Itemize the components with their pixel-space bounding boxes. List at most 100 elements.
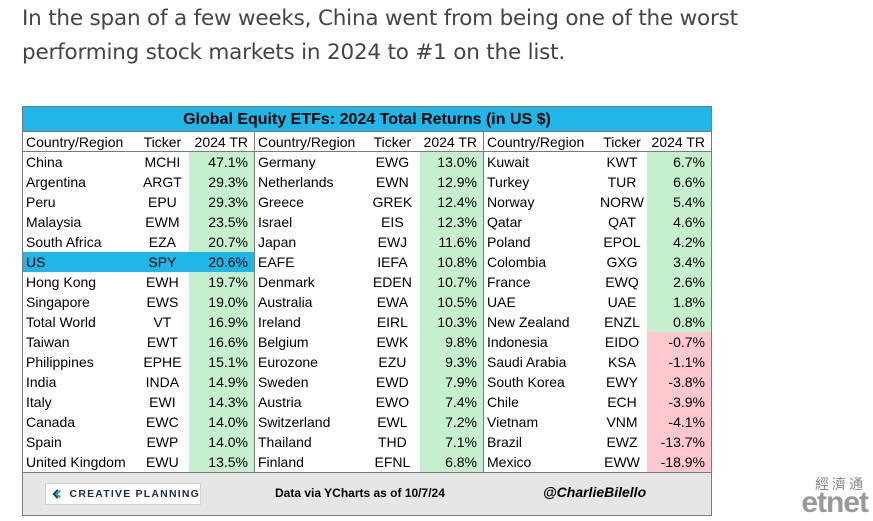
ticker-cell: EWS: [146, 294, 179, 310]
ticker-cell: EIDO: [604, 334, 640, 350]
ticker-cell: ENZL: [604, 314, 640, 330]
return-cell: 12.3%: [420, 212, 483, 232]
ticker-cell: EWP: [146, 434, 179, 450]
country-cell: Norway: [487, 194, 535, 210]
table-row: Hong Kong EWH 19.7%: [23, 272, 254, 292]
ticker-cell: EFNL: [374, 454, 411, 470]
country-cell: Peru: [26, 194, 56, 210]
return-cell: 19.7%: [189, 272, 254, 292]
return-cell: 4.6%: [647, 212, 711, 232]
return-cell: 3.4%: [647, 252, 711, 272]
ticker-cell: IEFA: [377, 254, 408, 270]
country-cell: Turkey: [487, 174, 530, 190]
table-row: India INDA 14.9%: [23, 372, 254, 392]
ticker-cell: EWZ: [606, 434, 638, 450]
table-row: Japan EWJ 11.6%: [255, 232, 483, 252]
return-cell: -3.9%: [647, 392, 711, 412]
watermark-cn: 經濟通: [815, 476, 866, 492]
country-cell: Netherlands: [258, 174, 334, 190]
ticker-cell: EWU: [146, 454, 179, 470]
ticker-cell: KWT: [606, 154, 638, 170]
return-cell: 20.7%: [189, 232, 254, 252]
country-cell: Poland: [487, 234, 531, 250]
return-cell: 20.6%: [189, 252, 254, 272]
header-ticker: Ticker: [143, 134, 182, 150]
return-cell: 2.6%: [647, 272, 711, 292]
return-cell: 9.3%: [420, 352, 483, 372]
table-row: Chile ECH -3.9%: [484, 392, 711, 412]
ticker-cell: EWA: [376, 294, 409, 310]
ticker-cell: EWL: [377, 414, 408, 430]
ticker-cell: EWI: [149, 394, 176, 410]
country-cell: South Africa: [26, 234, 102, 250]
ticker-cell: EWO: [375, 394, 410, 410]
ticker-cell: EIS: [381, 214, 404, 230]
table-row: United Kingdom EWU 13.5%: [23, 452, 254, 472]
table-row: Germany EWG 13.0%: [255, 152, 483, 172]
ticker-cell: EWJ: [377, 234, 408, 250]
c-logo-icon: [52, 489, 61, 499]
return-cell: 7.4%: [420, 392, 483, 412]
country-cell: Taiwan: [26, 334, 70, 350]
header-ticker: Ticker: [373, 134, 412, 150]
country-cell: Japan: [258, 234, 297, 250]
ticker-cell: VT: [153, 314, 172, 330]
ticker-cell: KSA: [607, 354, 636, 370]
return-cell: 16.6%: [189, 332, 254, 352]
country-cell: Argentina: [26, 174, 86, 190]
return-cell: 1.8%: [647, 292, 711, 312]
table-row: Austria EWO 7.4%: [255, 392, 483, 412]
country-cell: Switzerland: [258, 414, 331, 430]
return-cell: 7.2%: [420, 412, 483, 432]
return-cell: 12.4%: [420, 192, 483, 212]
return-cell: 4.2%: [647, 232, 711, 252]
table-row: South Korea EWY -3.8%: [484, 372, 711, 392]
table-row: Norway NORW 5.4%: [484, 192, 711, 212]
table-row: Malaysia EWM 23.5%: [23, 212, 254, 232]
table-row: Thailand THD 7.1%: [255, 432, 483, 452]
country-cell: Eurozone: [258, 354, 318, 370]
table-row: UAE UAE 1.8%: [484, 292, 711, 312]
return-cell: -0.7%: [647, 332, 711, 352]
return-cell: 29.3%: [189, 172, 254, 192]
country-cell: UAE: [487, 294, 516, 310]
ticker-cell: EWY: [606, 374, 638, 390]
return-cell: 16.9%: [189, 312, 254, 332]
header-country: Country/Region: [258, 134, 356, 150]
country-cell: Mexico: [487, 454, 532, 470]
table-row: Switzerland EWL 7.2%: [255, 412, 483, 432]
country-cell: Thailand: [258, 434, 312, 450]
country-cell: Australia: [258, 294, 313, 310]
ticker-cell: EPOL: [603, 234, 641, 250]
table-row: Peru EPU 29.3%: [23, 192, 254, 212]
return-cell: 11.6%: [420, 232, 483, 252]
country-cell: Greece: [258, 194, 304, 210]
ticker-cell: THD: [378, 434, 407, 450]
returns-table: Global Equity ETFs: 2024 Total Returns (…: [22, 106, 712, 516]
ticker-cell: EZA: [148, 234, 176, 250]
country-cell: Hong Kong: [26, 274, 97, 290]
country-cell: Israel: [258, 214, 293, 230]
table-header-row: Country/Region Ticker 2024 TR: [255, 132, 483, 152]
header-ticker: Ticker: [603, 134, 641, 150]
return-cell: -3.8%: [647, 372, 711, 392]
table-row: US SPY 20.6%: [23, 252, 254, 272]
table-row: France EWQ 2.6%: [484, 272, 711, 292]
country-cell: Brazil: [487, 434, 523, 450]
author-handle: @CharlieBilello: [543, 484, 647, 500]
table-column-1: Country/Region Ticker 2024 TR China MCHI 47.1…: [23, 132, 255, 472]
table-row: Mexico EWW -18.9%: [484, 452, 711, 472]
ticker-cell: MCHI: [144, 154, 181, 170]
ticker-cell: EWD: [376, 374, 409, 390]
return-cell: 23.5%: [189, 212, 254, 232]
table-row: EAFE IEFA 10.8%: [255, 252, 483, 272]
table-row: Total World VT 16.9%: [23, 312, 254, 332]
table-row: New Zealand ENZL 0.8%: [484, 312, 711, 332]
country-cell: Philippines: [26, 354, 94, 370]
table-columns: Country/Region Ticker 2024 TR China MCHI 47.1…: [23, 132, 711, 472]
return-cell: 29.3%: [189, 192, 254, 212]
country-cell: Germany: [258, 154, 316, 170]
country-cell: India: [26, 374, 57, 390]
table-row: Kuwait KWT 6.7%: [484, 152, 711, 172]
ticker-cell: EWK: [376, 334, 409, 350]
